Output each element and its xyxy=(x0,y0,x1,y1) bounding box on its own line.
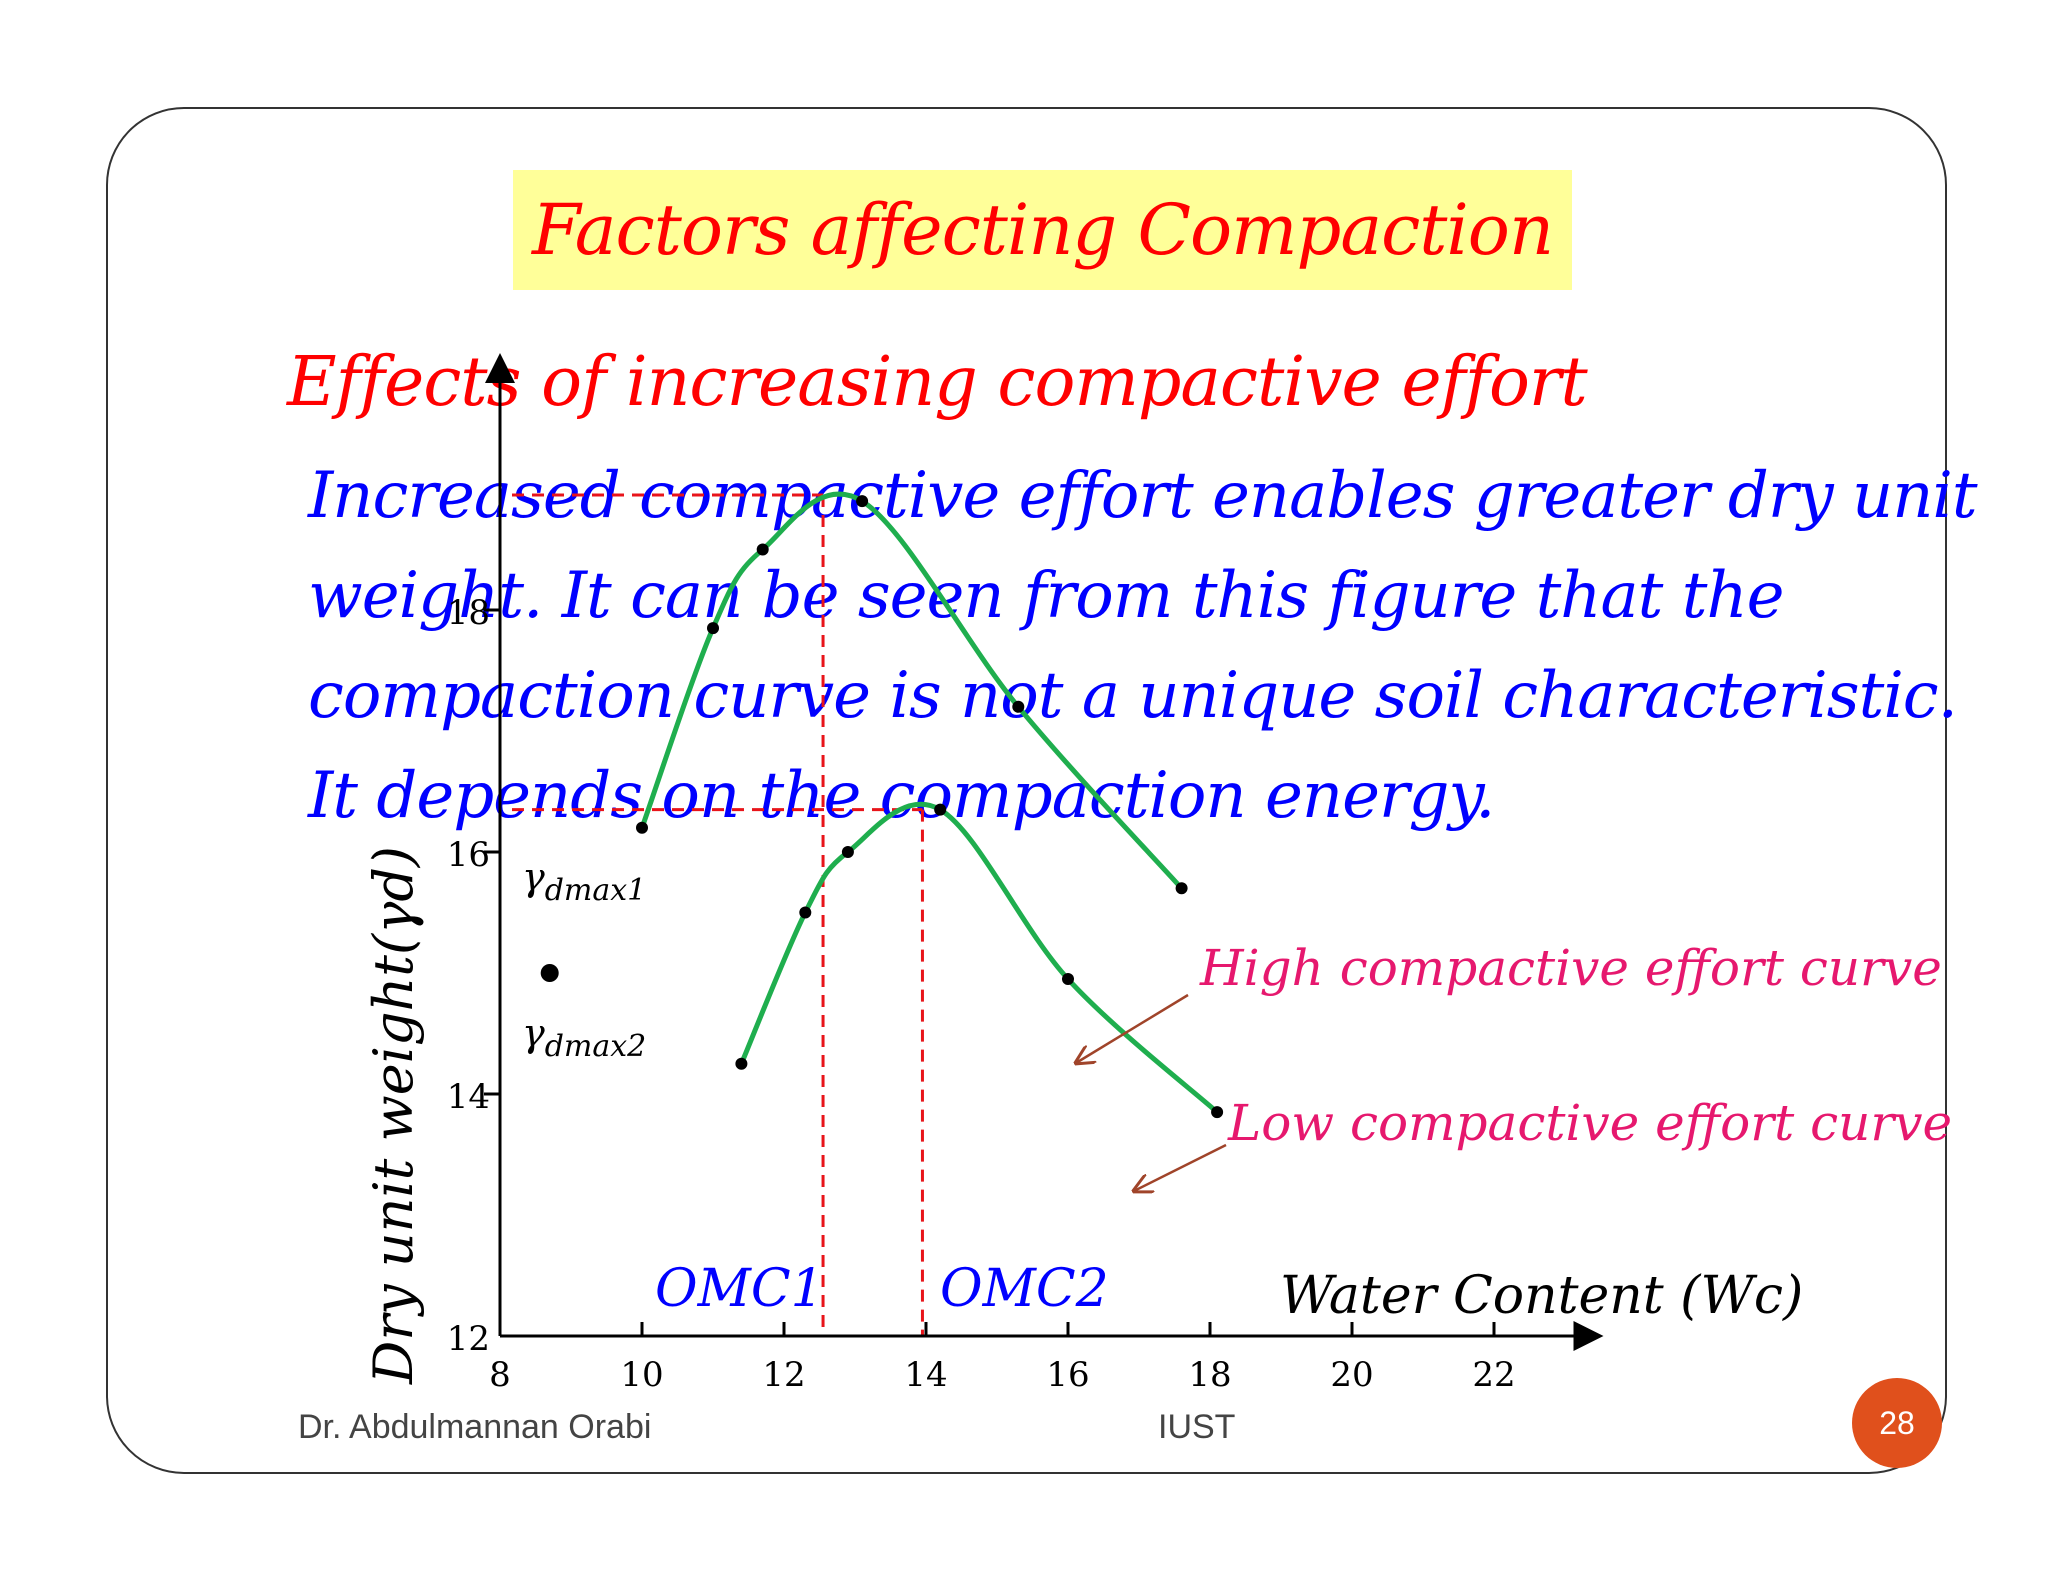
slide-title: Factors affecting Compaction xyxy=(513,170,1572,290)
x-tick-label: 16 xyxy=(1046,1355,1089,1395)
low-effort-data-point xyxy=(934,803,947,816)
low-effort-pointer-arrow xyxy=(1134,1143,1227,1191)
gamma-dmax2-label: γdmax2 xyxy=(522,1011,646,1064)
x-tick-label: 20 xyxy=(1330,1355,1373,1395)
high-effort-data-point xyxy=(856,495,869,508)
body-paragraph: Increased compactive effort enables grea… xyxy=(308,446,1978,846)
high-effort-data-point xyxy=(1012,700,1025,713)
low-effort-data-point xyxy=(735,1057,748,1070)
footer-author: Dr. Abdulmannan Orabi xyxy=(298,1408,652,1446)
y-tick-label: 16 xyxy=(447,835,490,875)
x-tick-label: 22 xyxy=(1472,1355,1515,1395)
body-line-2: weight. It can be seen from this figure … xyxy=(308,559,1785,633)
high-effort-curve-line xyxy=(639,491,1184,890)
high-effort-data-point xyxy=(756,543,769,556)
isolated-data-point xyxy=(540,964,559,982)
low-effort-data-point xyxy=(799,906,812,919)
low-effort-data-point xyxy=(841,846,854,858)
y-tick-label: 12 xyxy=(447,1319,490,1359)
omc1-label: OMC1 xyxy=(655,1259,824,1319)
x-tick-label: 8 xyxy=(489,1355,511,1395)
body-line-4: It depends on the compaction energy. xyxy=(308,759,1496,833)
x-tick-label: 12 xyxy=(762,1355,805,1395)
low-effort-data-point xyxy=(1062,973,1074,986)
low-effort-curve-line xyxy=(739,801,1219,1115)
x-tick-label: 10 xyxy=(620,1355,663,1395)
x-axis-label: Water Content (Wc) xyxy=(1280,1266,1803,1326)
high-effort-pointer-arrow xyxy=(1076,993,1189,1063)
low-effort-curve-label: Low compactive effort curve xyxy=(1227,1094,1952,1152)
slide-frame xyxy=(106,107,1947,1474)
x-tick-label: 18 xyxy=(1188,1355,1231,1395)
y-tick-label: 14 xyxy=(447,1077,490,1117)
body-line-3: compaction curve is not a unique soil ch… xyxy=(308,659,1958,733)
gamma-dmax1-label: γdmax1 xyxy=(522,855,646,908)
footer-organization: IUST xyxy=(1158,1408,1236,1446)
high-effort-data-point xyxy=(636,821,648,834)
high-effort-data-point xyxy=(707,622,719,635)
omc2-label: OMC2 xyxy=(940,1259,1109,1319)
body-line-1: Increased compactive effort enables grea… xyxy=(308,459,1978,533)
y-tick-label: 18 xyxy=(447,593,490,633)
page-number-badge: 28 xyxy=(1852,1378,1942,1468)
low-effort-data-point xyxy=(1211,1106,1224,1119)
x-tick-label: 14 xyxy=(904,1355,947,1395)
y-axis-label: Dry unit weight(γd) xyxy=(362,846,425,1385)
high-effort-curve-label: High compactive effort curve xyxy=(1199,939,1942,997)
high-effort-data-point xyxy=(1175,882,1188,895)
